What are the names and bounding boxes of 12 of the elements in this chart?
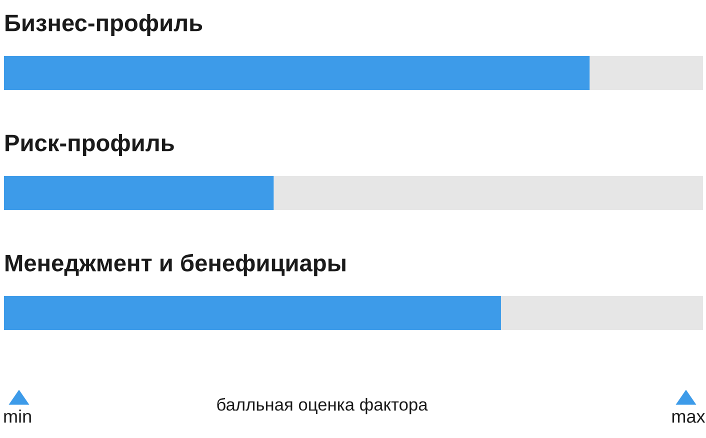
text: балльная оценка фактора [217, 398, 428, 414]
bar [590, 56, 703, 90]
text: min [4, 410, 31, 423]
y-tick-label: Риск-профиль [6, 134, 174, 156]
y-tick-label: Менеджмент и бенефициары [6, 254, 346, 276]
bar [4, 296, 501, 330]
y-tick-label: Бизнес-профиль [6, 14, 202, 36]
bar [500, 296, 703, 330]
bar [274, 176, 703, 210]
bar [4, 176, 274, 210]
text: max [672, 412, 706, 423]
bar [4, 56, 590, 90]
